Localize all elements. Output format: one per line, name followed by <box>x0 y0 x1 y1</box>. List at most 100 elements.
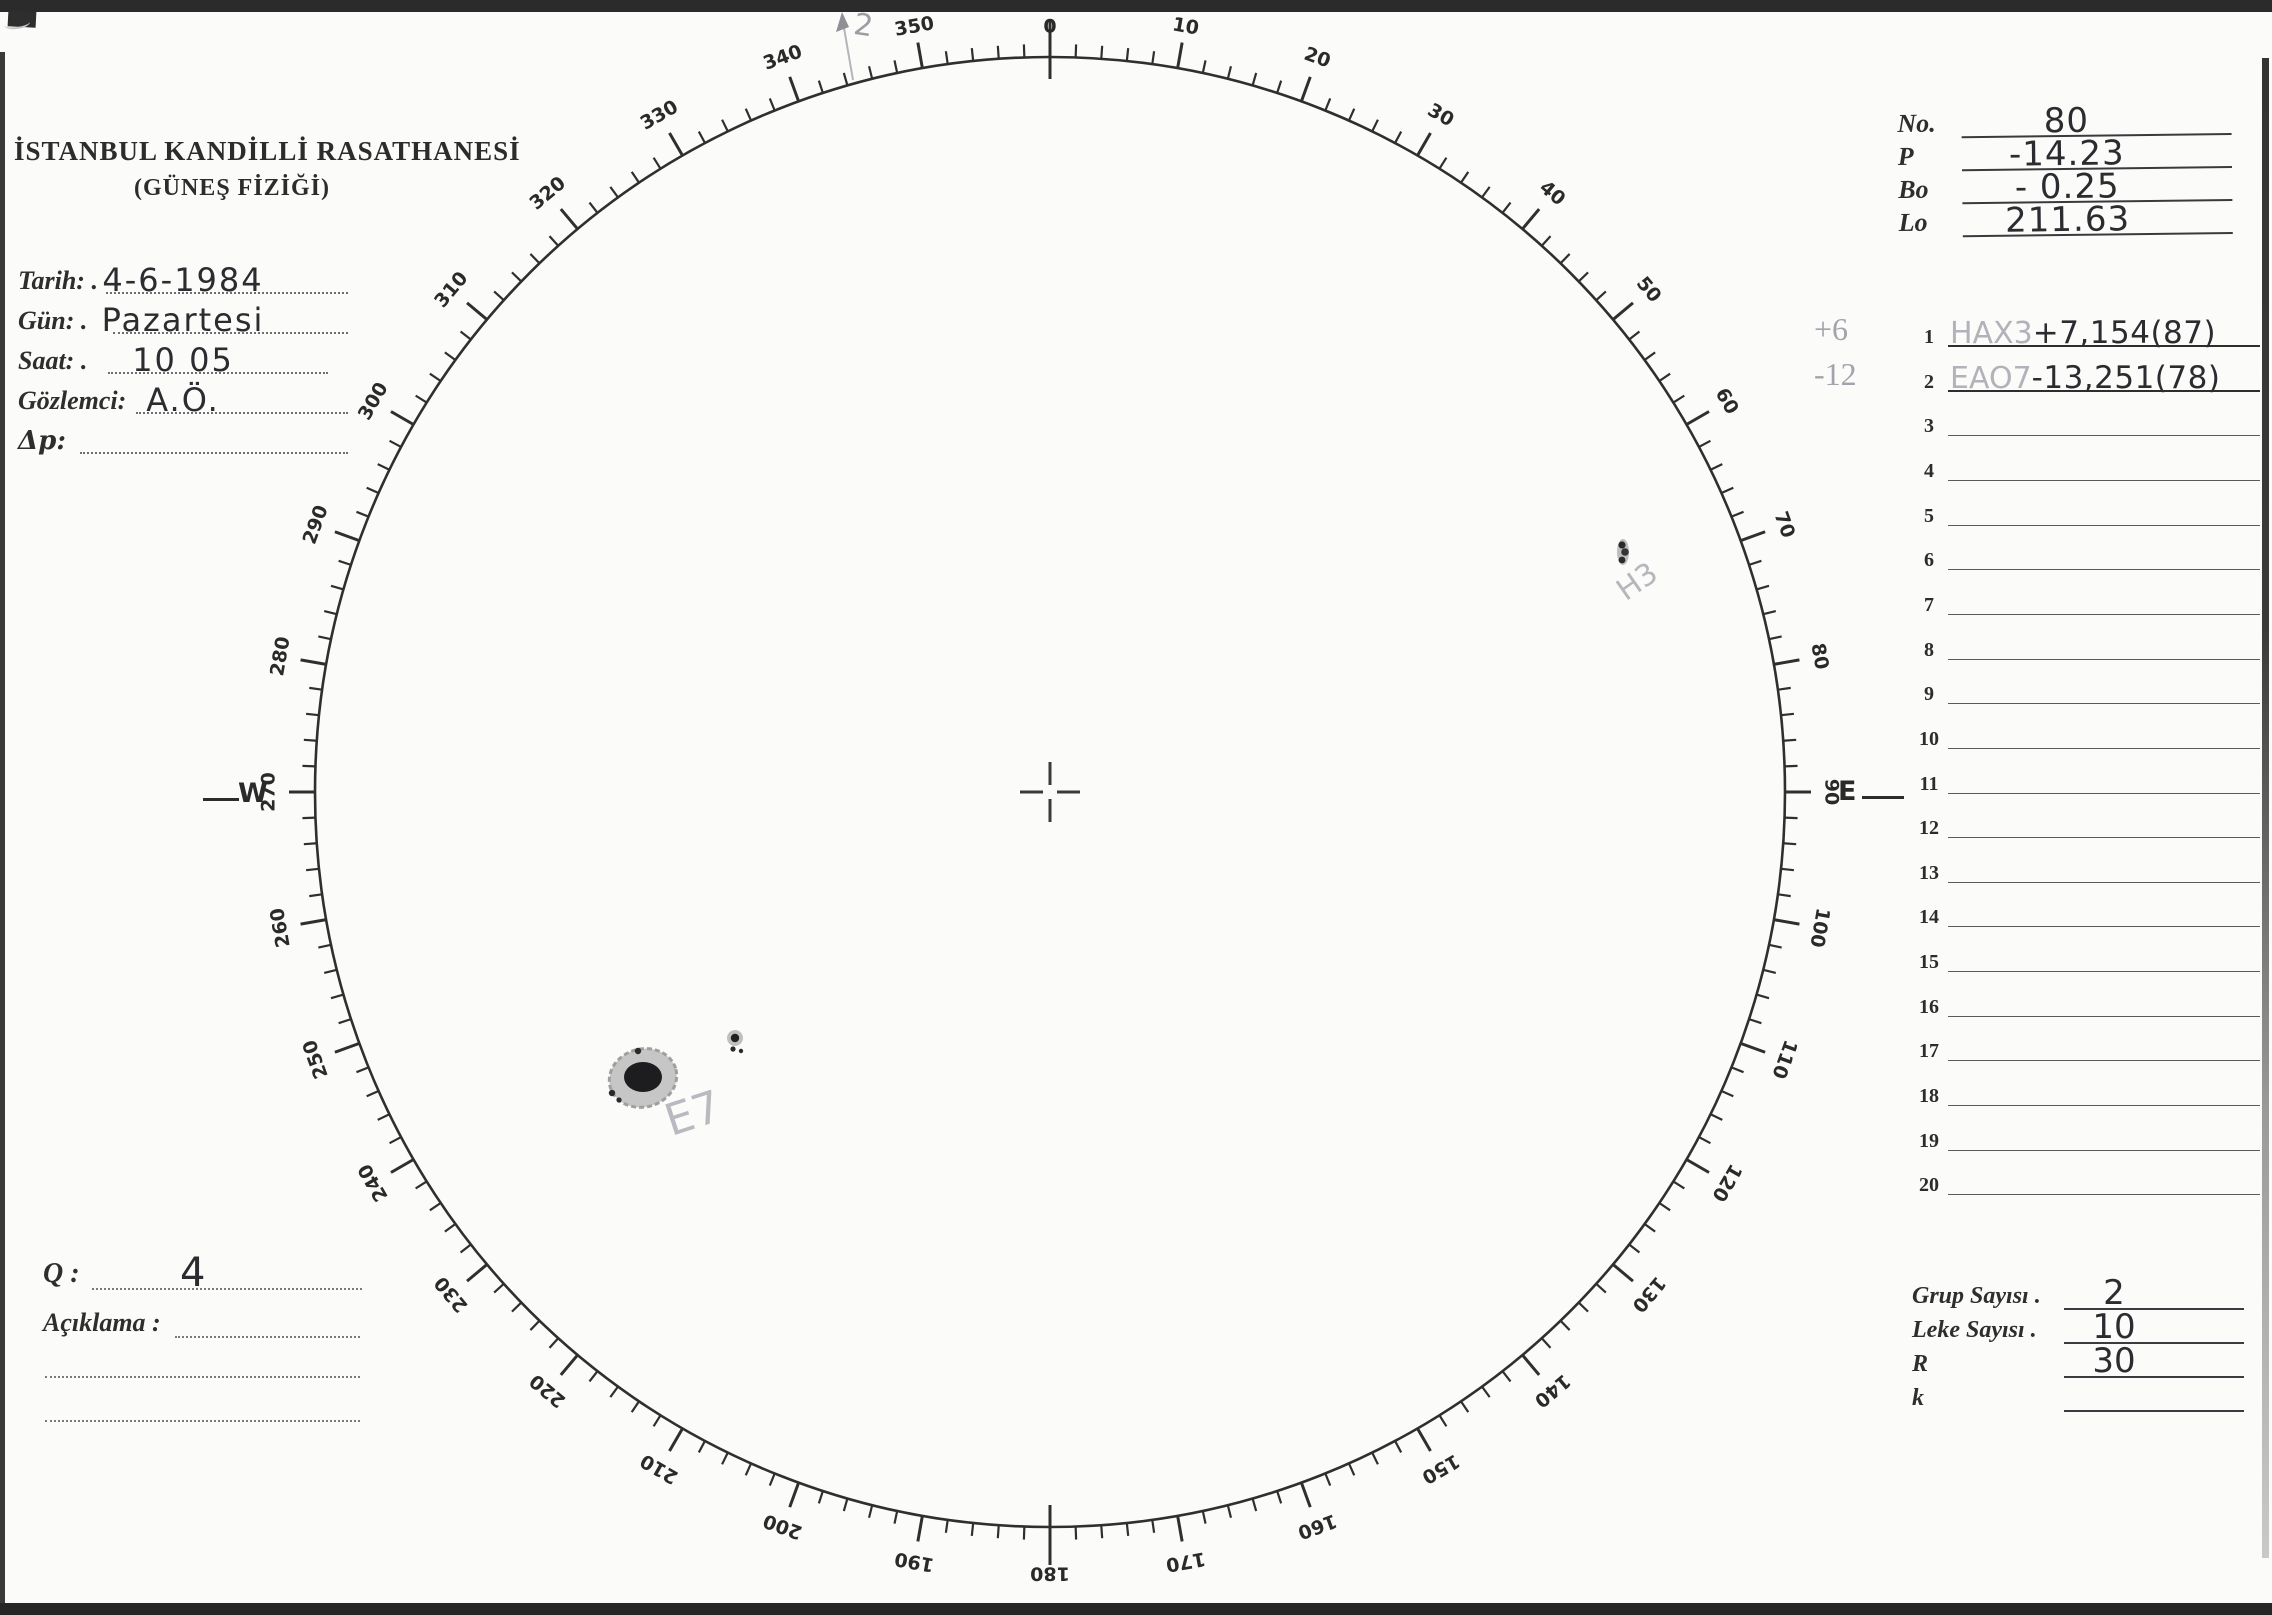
sunspot-group-south <box>607 1030 744 1109</box>
r-value: 30 <box>2092 1341 2136 1381</box>
group-list-row-9: 9 <box>1810 667 2262 712</box>
title-line1: İSTANBUL KANDİLLİ RASATHANESİ <box>14 136 521 166</box>
lo-line: 211.63 <box>1962 198 2233 241</box>
group-list-row-17: 17 <box>1810 1024 2262 1069</box>
row-group-class: HAX3 <box>1950 316 2033 351</box>
row-number: 6 <box>1924 549 1934 572</box>
row-lo: Lo 211.63 <box>1898 198 2233 241</box>
title-line2: (GÜNEŞ FİZİĞİ) <box>133 175 331 201</box>
leke-sayisi-value: 10 <box>2092 1307 2136 1347</box>
row-grup-sayisi: Grup Sayısı . 2 <box>1912 1276 2244 1310</box>
row-number: 4 <box>1924 459 1934 482</box>
dial-degree-label: 200 <box>760 1509 805 1543</box>
dial-degree-label: 270 <box>258 772 280 812</box>
gozlemci-line <box>136 412 348 414</box>
row-line <box>1948 435 2260 437</box>
row-group-class: EAO7 <box>1950 360 2032 396</box>
row-number: 15 <box>1919 951 1939 974</box>
leke-sayisi-line: 10 <box>2064 1308 2244 1344</box>
dial-degree-label: 30 <box>1424 99 1458 131</box>
dial-degree-label: 300 <box>354 379 393 424</box>
dial-degree-label: 190 <box>893 1547 936 1576</box>
row-number: 5 <box>1924 504 1934 527</box>
row-group-value: +7,154(87) <box>2032 315 2217 351</box>
scan-edge-bottom <box>0 1603 2272 1615</box>
dial-degree-label: 180 <box>1030 1563 1070 1585</box>
row-number: 20 <box>1919 1174 1939 1197</box>
dial-degree-label: 120 <box>1707 1160 1746 1205</box>
form-row-gun: Gün: . Pazartesi <box>18 302 348 342</box>
dial-degree-label: 350 <box>893 12 936 41</box>
dial-degree-label: 60 <box>1711 384 1743 418</box>
row-line <box>1948 926 2260 928</box>
form-row-saat: Saat: . 10 05 <box>18 342 348 382</box>
gun-value: Pazartesi <box>101 301 265 339</box>
row-number: 3 <box>1924 415 1934 438</box>
dial-degree-label: 310 <box>430 267 472 312</box>
totals-block: Grup Sayısı . 2 Leke Sayısı . 10 R 30 k <box>1912 1276 2244 1412</box>
aciklama-line <box>175 1336 360 1338</box>
group-list-row-8: 8 <box>1810 623 2262 668</box>
row-content: HAX3+7,154(87) <box>1950 318 2216 349</box>
dial-degree-label: 80 <box>1806 641 1832 671</box>
group-list-row-13: 13 <box>1810 846 2262 891</box>
dial-degree-label: 220 <box>525 1369 570 1411</box>
row-number: 1 <box>1924 326 1934 348</box>
pole-arrow-pencil <box>836 12 854 81</box>
dial-degree-label: 290 <box>299 502 333 547</box>
dial-degree-label: 240 <box>354 1160 393 1205</box>
west-dash <box>203 798 239 801</box>
tarih-line <box>106 292 348 294</box>
row-line <box>1948 479 2260 481</box>
remarks-line-2 <box>45 1376 360 1378</box>
dial-degree-label: 0 <box>1043 16 1056 38</box>
dial-degree-label: 110 <box>1767 1037 1801 1082</box>
row-q: Q : 4 <box>40 1250 362 1296</box>
scan-edge-right <box>2262 58 2269 1558</box>
saat-line <box>108 372 328 374</box>
dial-degree-label: 210 <box>637 1449 682 1488</box>
row-line <box>1948 524 2260 526</box>
p-label: P <box>1897 141 1914 172</box>
center-cross <box>1020 762 1080 822</box>
r-label: R <box>1912 1351 1929 1377</box>
dial-degree-label: 170 <box>1164 1547 1207 1576</box>
dial-degree-label: 10 <box>1171 13 1201 39</box>
dial-degree-label: 50 <box>1632 272 1666 306</box>
form-row-tarih: Tarih: . 4-6-1984 <box>18 262 348 302</box>
group-list-row-3: 3 <box>1810 399 2262 444</box>
group-list-row-19: 19 <box>1810 1114 2262 1159</box>
k-line <box>2064 1376 2244 1412</box>
row-number: 19 <box>1919 1129 1939 1152</box>
dial-degree-label: 230 <box>430 1272 472 1317</box>
dial-degree-label: 340 <box>760 41 805 75</box>
row-number: 10 <box>1919 727 1939 750</box>
gozlemci-value: A.Ö. <box>146 381 220 419</box>
row-number: 11 <box>1919 772 1939 795</box>
row-group-value: -13,251(78) <box>2031 359 2221 396</box>
row-number: 7 <box>1924 593 1934 616</box>
row-pencil-margin: -12 <box>1814 355 1857 392</box>
scan-edge-left <box>0 52 5 1615</box>
lo-value: 211.63 <box>2004 199 2131 241</box>
row-number: 12 <box>1919 817 1939 840</box>
row-line <box>1948 1149 2260 1151</box>
row-line <box>1948 613 2260 615</box>
row-line <box>1948 569 2260 571</box>
group-list-row-11: 11 <box>1810 757 2262 802</box>
row-number: 18 <box>1919 1085 1939 1108</box>
grup-sayisi-line: 2 <box>2064 1274 2244 1310</box>
row-number: 13 <box>1919 861 1939 884</box>
east-dash <box>1862 796 1904 799</box>
k-label: k <box>1912 1385 1924 1411</box>
row-number: 2 <box>1924 370 1934 393</box>
dial-degree-label: 70 <box>1770 509 1800 541</box>
saat-value: 10 05 <box>132 341 234 379</box>
group-list-row-5: 5 <box>1810 489 2262 534</box>
gozlemci-label: Gözlemci: <box>18 386 127 415</box>
group-list-row-18: 18 <box>1810 1069 2262 1114</box>
dial-degree-label: 250 <box>299 1037 333 1082</box>
group-list-row-10: 10 <box>1810 712 2262 757</box>
row-line <box>1948 1060 2260 1062</box>
